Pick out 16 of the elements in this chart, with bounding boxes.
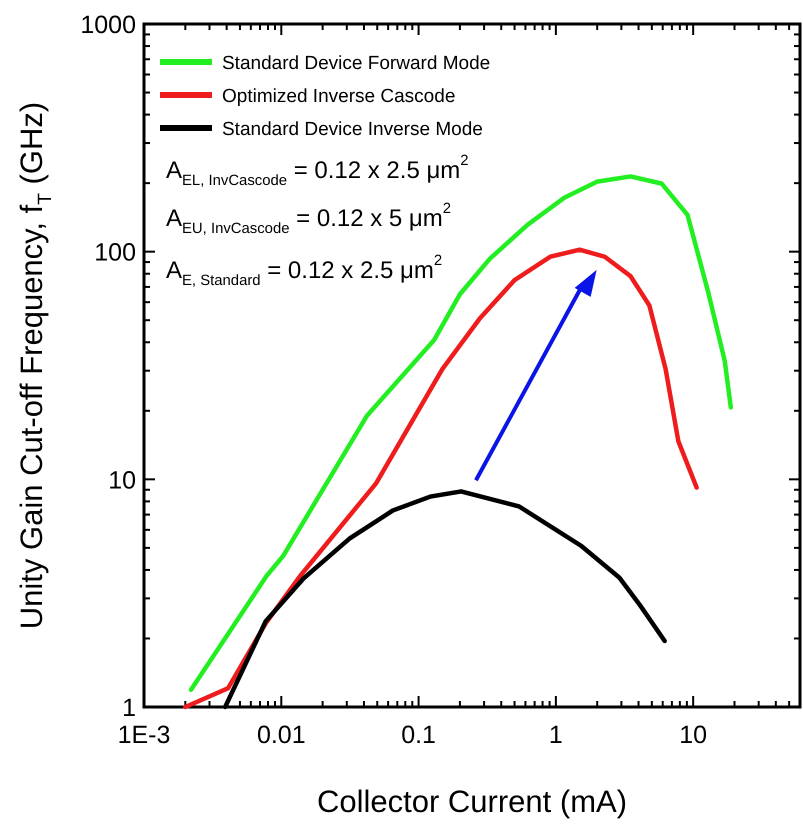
x-tick-label: 1 — [548, 721, 563, 749]
annotation: A$_{EL, InvCascode}$ = 0.12 x 2.5 μm$^{2}$ — [166, 153, 469, 189]
x-tick-label: 1E-3 — [118, 721, 170, 749]
y-tick-label: 10 — [108, 466, 136, 494]
x-axis-title: Collector Current (mA) — [316, 784, 628, 819]
y-tick-label: 1 — [122, 694, 136, 722]
annotation: A$_{EU, InvCascode}$ = 0.12 x 5 μm$^{2}$ — [166, 201, 452, 237]
annotation: A$_{E, Standard}$ = 0.12 x 2.5 μm$^{2}$ — [166, 253, 442, 289]
legend-label: Optimized Inverse Cascode — [222, 86, 456, 107]
x-tick-label: 10 — [679, 721, 708, 749]
y-tick-label: 1000 — [80, 11, 136, 39]
legend-label: Standard Device Forward Mode — [222, 53, 490, 74]
x-tick-label: 0.01 — [256, 721, 306, 749]
y-tick-label: 100 — [94, 238, 136, 267]
x-tick-label: 0.1 — [401, 721, 436, 749]
legend-label: Standard Device Inverse Mode — [222, 119, 483, 140]
